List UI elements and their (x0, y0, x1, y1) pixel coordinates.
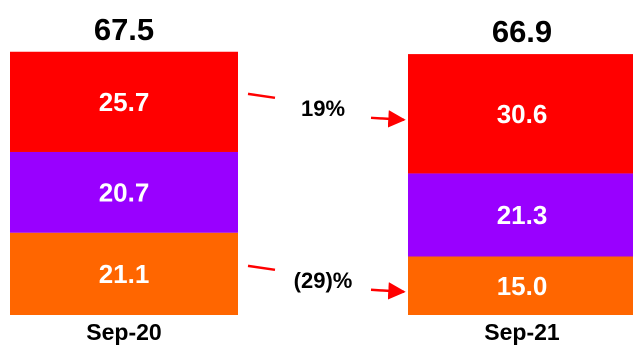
bar-segment (10, 151, 238, 233)
segment-value-label: 21.3 (497, 200, 548, 230)
segment-value-label: 20.7 (99, 177, 150, 207)
change-annotation: 19% (301, 96, 345, 121)
change-annotation: (29)% (294, 268, 353, 293)
bar-segment (10, 51, 238, 152)
category-label: Sep-21 (484, 319, 560, 345)
segment-value-label: 21.1 (99, 259, 150, 289)
bar-total-label: 67.5 (94, 12, 154, 47)
arrow-line (247, 264, 276, 272)
arrow-head-line (370, 110, 406, 128)
bar-segment (408, 173, 633, 257)
bar-segment (10, 232, 238, 315)
category-label: Sep-20 (86, 319, 161, 345)
arrow-line (247, 92, 276, 100)
arrow-head-line (370, 282, 406, 300)
bar-segment (408, 256, 633, 315)
segment-value-label: 30.6 (497, 99, 548, 129)
segment-value-label: 25.7 (99, 87, 150, 117)
bar-segment (408, 54, 633, 174)
bar-total-label: 66.9 (492, 14, 552, 49)
segment-value-label: 15.0 (497, 271, 548, 301)
